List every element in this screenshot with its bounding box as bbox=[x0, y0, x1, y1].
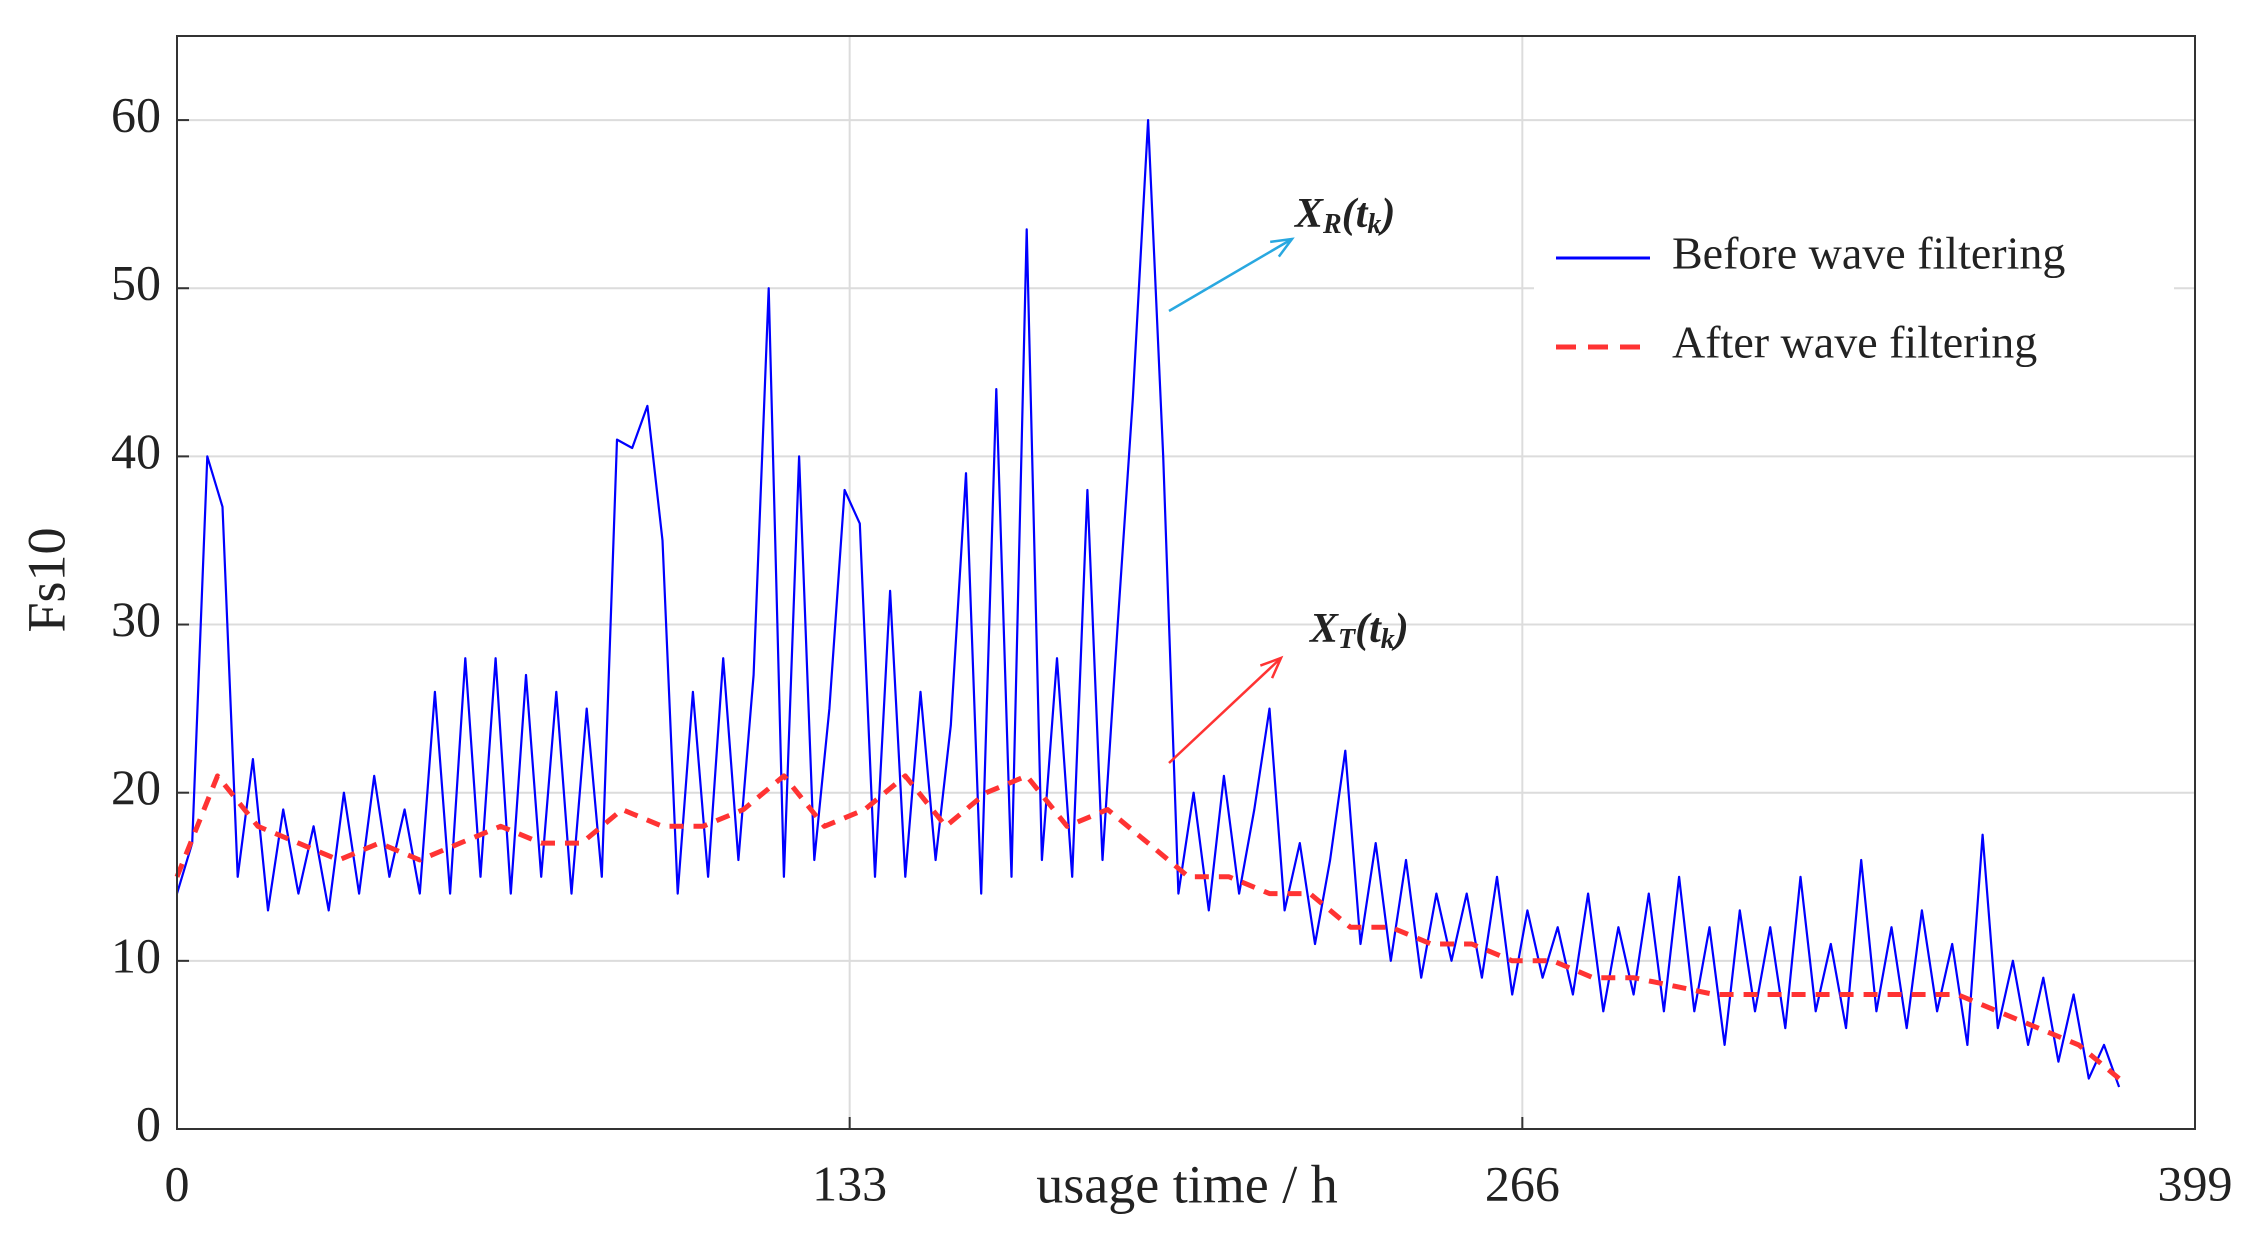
legend-box bbox=[1534, 203, 2174, 393]
y-tick-label: 40 bbox=[111, 423, 161, 479]
annotation-text: ) bbox=[1391, 606, 1409, 652]
annotation-text: (t bbox=[1355, 606, 1382, 652]
annotation-text: X bbox=[1308, 606, 1339, 652]
plot-frame bbox=[176, 35, 2196, 1130]
annotation-arrowhead bbox=[1259, 655, 1284, 679]
legend-label: After wave filtering bbox=[1672, 317, 2037, 368]
annotation-arrowhead bbox=[1270, 237, 1295, 258]
x-tick-label: 266 bbox=[1485, 1155, 1560, 1211]
x-axis-label: usage time / h bbox=[1036, 1154, 1337, 1214]
legend-label: Before wave filtering bbox=[1672, 228, 2065, 279]
annotation: XR(tk) bbox=[1293, 191, 1395, 241]
annotation-text: X bbox=[1293, 191, 1324, 237]
series-line bbox=[174, 773, 2121, 1081]
annotation-subscript: R bbox=[1322, 209, 1342, 240]
y-tick-label: 10 bbox=[111, 927, 161, 983]
annotation-arrow bbox=[1168, 237, 1293, 313]
annotation-subscript: k bbox=[1381, 624, 1395, 655]
x-tick-label: 0 bbox=[165, 1155, 190, 1211]
y-tick-label: 50 bbox=[111, 255, 161, 311]
annotation: XT(tk) bbox=[1308, 606, 1409, 656]
series-line bbox=[175, 119, 2121, 1088]
x-tick-label: 133 bbox=[812, 1155, 887, 1211]
y-tick-label: 0 bbox=[136, 1095, 161, 1151]
y-tick-label: 20 bbox=[111, 759, 161, 815]
annotation-subscript: k bbox=[1367, 209, 1381, 240]
annotation-arrow bbox=[1168, 657, 1282, 764]
x-tick-label: 399 bbox=[2158, 1155, 2233, 1211]
y-tick-label: 60 bbox=[111, 87, 161, 143]
y-tick-label: 30 bbox=[111, 591, 161, 647]
plot-area bbox=[177, 36, 2195, 1129]
annotation-text: (t bbox=[1342, 191, 1369, 237]
y-axis-label: Fs10 bbox=[16, 527, 76, 632]
annotation-subscript: T bbox=[1338, 624, 1357, 655]
annotation-text: ) bbox=[1377, 191, 1395, 237]
